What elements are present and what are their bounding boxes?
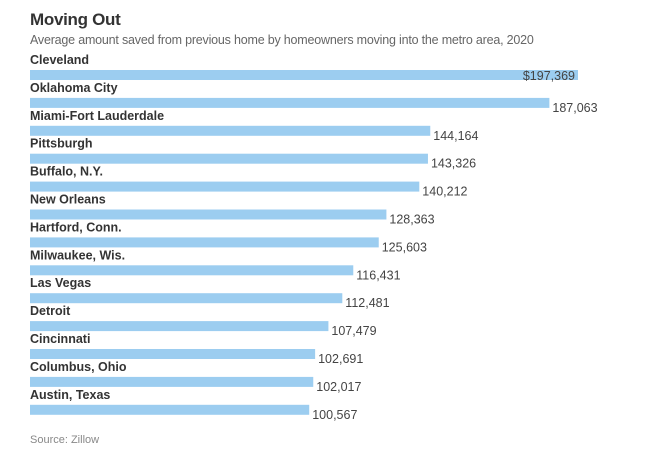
category-label: Miami-Fort Lauderdale: [30, 109, 164, 123]
category-label: Cleveland: [30, 53, 89, 67]
bar: [30, 293, 343, 304]
category-label: Pittsburgh: [30, 137, 93, 151]
category-label: Las Vegas: [30, 276, 91, 290]
bar: [30, 153, 428, 164]
value-label: 125,603: [382, 240, 427, 254]
bar: [30, 70, 578, 80]
category-label: New Orleans: [30, 193, 106, 207]
value-label: $197,369: [523, 69, 575, 83]
bar: [30, 321, 329, 332]
bar: [30, 349, 316, 359]
value-label: 144,164: [433, 129, 478, 143]
source-note: Source: Zillow: [30, 434, 100, 446]
category-label: Cincinnati: [30, 332, 90, 346]
bar: [30, 265, 354, 276]
bar: [30, 125, 431, 136]
bar: [30, 376, 314, 387]
bar: [30, 209, 387, 220]
chart-subtitle: Average amount saved from previous home …: [30, 33, 534, 47]
value-label: 140,212: [422, 185, 467, 199]
bar: [30, 97, 550, 108]
value-label: 128,363: [389, 213, 434, 227]
category-label: Columbus, Ohio: [30, 360, 127, 374]
bar: [30, 237, 379, 248]
category-label: Buffalo, N.Y.: [30, 165, 103, 179]
category-label: Hartford, Conn.: [30, 220, 122, 234]
value-label: 112,481: [345, 296, 389, 310]
value-label: 116,431: [356, 268, 400, 282]
value-label: 107,479: [331, 324, 376, 338]
bar: [30, 404, 310, 415]
category-label: Oklahoma City: [30, 81, 118, 95]
category-label: Milwaukee, Wis.: [30, 248, 125, 262]
value-label: 102,017: [316, 380, 361, 394]
value-label: 102,691: [318, 352, 363, 366]
category-label: Austin, Texas: [30, 388, 110, 402]
value-label: 100,567: [312, 408, 357, 422]
category-label: Detroit: [30, 304, 71, 318]
bar: [30, 181, 420, 192]
chart-title: Moving Out: [30, 10, 121, 29]
value-label: 143,326: [431, 157, 476, 171]
value-label: 187,063: [552, 101, 597, 115]
